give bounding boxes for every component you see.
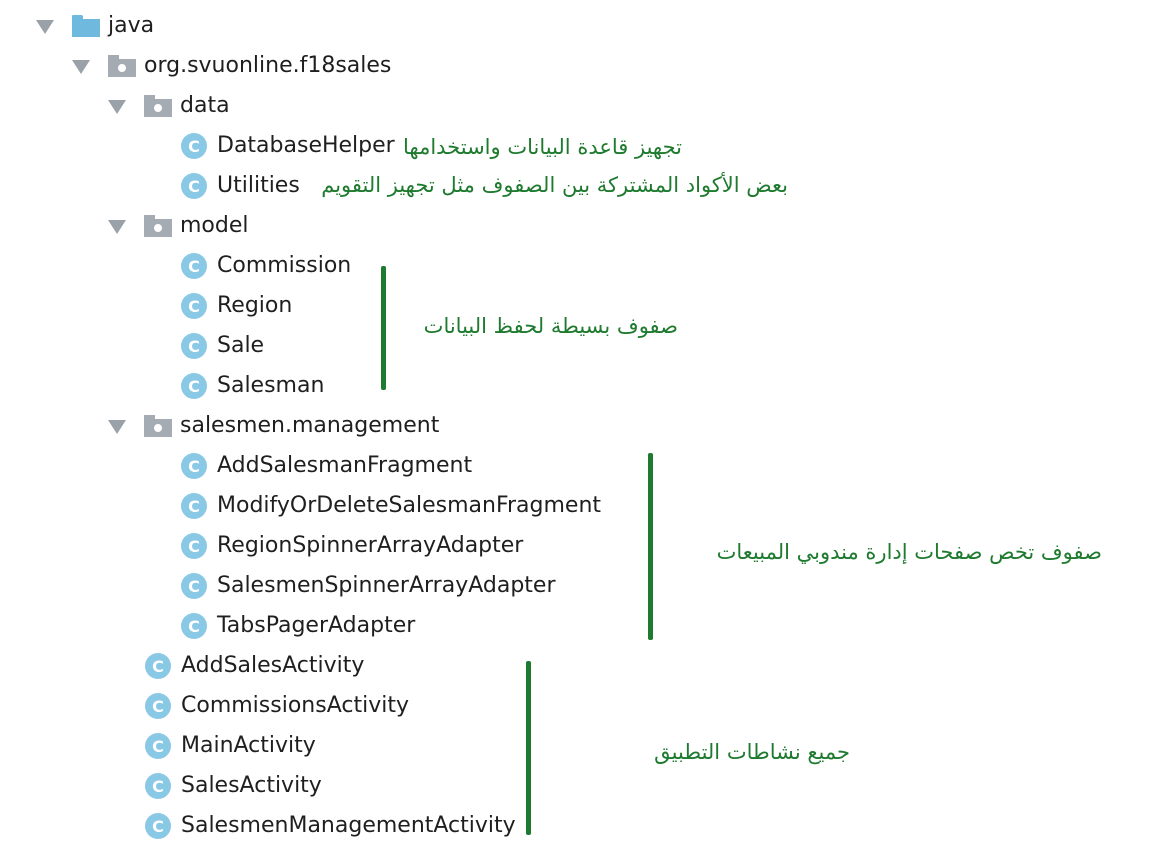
annotation-database-helper: تجهيز قاعدة البيانات واستخدامها [403,135,682,159]
annotation-salesmen: صفوف تخص صفحات إدارة مندوبي المبيعات [716,540,1102,564]
tree-node-class[interactable]: C Utilities [181,166,300,206]
node-label: org.svuonline.f18sales [144,53,392,78]
package-icon [144,415,172,437]
class-icon: C [181,533,207,559]
node-label: DatabaseHelper [217,133,395,158]
class-icon: C [145,733,171,759]
bracket-salesmen [648,453,653,640]
node-label: Utilities [217,173,300,198]
chevron-down-icon[interactable] [36,20,54,34]
annotation-utilities: بعض الأكواد المشتركة بين الصفوف مثل تجهي… [321,173,788,197]
package-icon [144,95,172,117]
annotation-activities: جميع نشاطات التطبيق [654,740,850,764]
class-icon: C [145,813,171,839]
node-label: CommissionsActivity [181,693,409,718]
tree-node-class[interactable]: C Salesman [181,366,324,406]
chevron-down-icon[interactable] [108,100,126,114]
tree-node-salesmen-management[interactable]: salesmen.management [108,406,439,446]
annotation-model: صفوف بسيطة لحفظ البيانات [423,314,678,338]
node-label: salesmen.management [180,413,440,438]
node-label: RegionSpinnerArrayAdapter [217,533,524,558]
class-icon: C [181,133,207,159]
tree-node-class[interactable]: C Region [181,286,292,326]
tree-node-class[interactable]: C Commission [181,246,351,286]
class-icon: C [181,333,207,359]
tree-node-class[interactable]: C TabsPagerAdapter [181,606,415,646]
chevron-down-icon[interactable] [72,60,90,74]
node-label: Sale [217,333,265,358]
class-icon: C [181,373,207,399]
class-icon: C [181,173,207,199]
bracket-activities [526,661,531,835]
node-label: SalesmenSpinnerArrayAdapter [217,573,556,598]
tree-node-class[interactable]: C CommissionsActivity [145,686,409,726]
node-label: ModifyOrDeleteSalesmanFragment [217,493,602,518]
tree-node-class[interactable]: C MainActivity [145,726,316,766]
node-label: AddSalesmanFragment [217,453,473,478]
tree-node-class[interactable]: C SalesmenSpinnerArrayAdapter [181,566,556,606]
node-label: SalesmenManagementActivity [181,813,516,838]
node-label: TabsPagerAdapter [217,613,416,638]
package-icon [108,55,136,77]
package-icon [144,215,172,237]
class-icon: C [181,253,207,279]
folder-icon [72,15,100,37]
class-icon: C [181,573,207,599]
tree-node-class[interactable]: C RegionSpinnerArrayAdapter [181,526,523,566]
class-icon: C [145,773,171,799]
class-icon: C [181,493,207,519]
tree-node-package[interactable]: org.svuonline.f18sales [72,46,391,86]
class-icon: C [181,613,207,639]
node-label: data [180,93,230,118]
tree-node-class[interactable]: C AddSalesmanFragment [181,446,472,486]
tree-node-class[interactable]: C AddSalesActivity [145,646,364,686]
bracket-model [381,266,386,390]
class-icon: C [181,453,207,479]
chevron-down-icon[interactable] [108,420,126,434]
tree-node-class[interactable]: C SalesmenManagementActivity [145,806,516,846]
node-label: AddSalesActivity [181,653,365,678]
tree-node-model[interactable]: model [108,206,249,246]
class-icon: C [145,653,171,679]
chevron-down-icon[interactable] [108,220,126,234]
tree-node-class[interactable]: C DatabaseHelper [181,126,395,166]
tree-node-class[interactable]: C Sale [181,326,264,366]
node-label: model [180,213,249,238]
class-icon: C [181,293,207,319]
node-label: SalesActivity [181,773,322,798]
class-icon: C [145,693,171,719]
node-label: Commission [217,253,352,278]
node-label: Region [217,293,293,318]
tree-node-data[interactable]: data [108,86,230,126]
tree-node-class[interactable]: C ModifyOrDeleteSalesmanFragment [181,486,601,526]
node-label: Salesman [217,373,325,398]
node-label: MainActivity [181,733,316,758]
node-label: java [108,13,155,38]
tree-node-java[interactable]: java [36,6,154,46]
tree-node-class[interactable]: C SalesActivity [145,766,322,806]
